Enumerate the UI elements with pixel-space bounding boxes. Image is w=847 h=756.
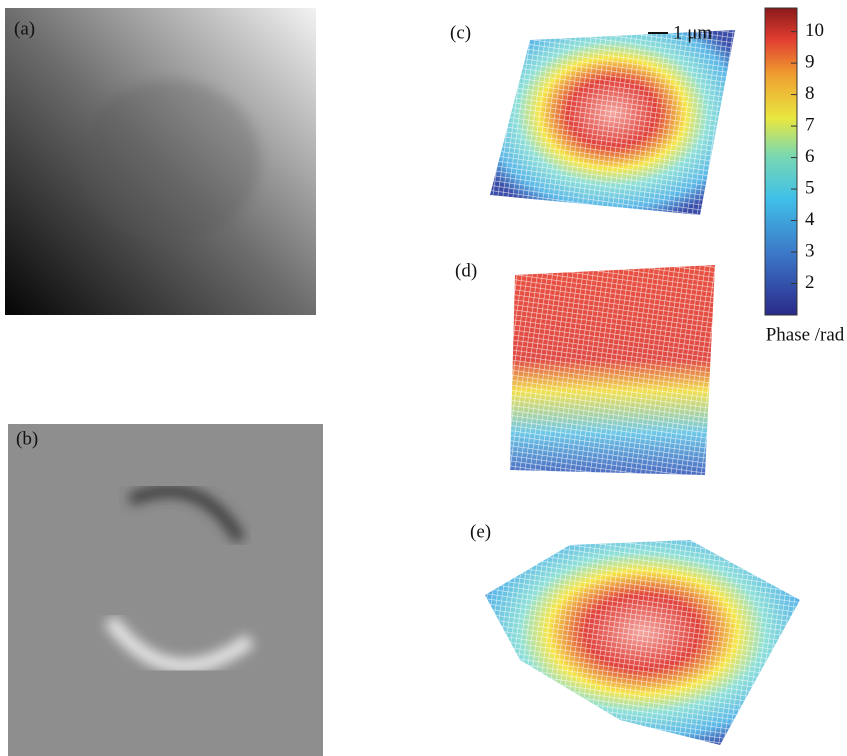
mesh-grid <box>485 540 800 745</box>
tick-label: 10 <box>805 20 824 41</box>
cell-shadow <box>80 80 260 240</box>
tick-label: 8 <box>805 83 815 104</box>
tick-label: 7 <box>805 114 815 135</box>
mesh-grid <box>510 265 715 475</box>
mesh-grid <box>490 30 735 215</box>
scale-bar-label: 1 μm <box>673 22 712 43</box>
tick-label: 4 <box>805 209 815 230</box>
panel-label: (a) <box>14 18 35 39</box>
colorbar <box>765 8 797 315</box>
tick-label: 9 <box>805 51 815 72</box>
colorbar-label: Phase /rad <box>766 324 845 345</box>
tick-label: 2 <box>805 272 815 293</box>
tick-label: 3 <box>805 240 815 261</box>
tick-label: 6 <box>805 146 815 167</box>
image-b <box>8 424 323 756</box>
panel-label: (e) <box>470 521 491 542</box>
tick-label: 5 <box>805 177 815 198</box>
panel-label: (b) <box>16 428 38 449</box>
panel-label: (d) <box>455 260 477 281</box>
panel-label: (c) <box>450 22 471 43</box>
figure: (a) (b) (c) 1 μm (d) (e) 2 3 4 5 6 7 8 9 10 Phas… <box>0 0 847 756</box>
